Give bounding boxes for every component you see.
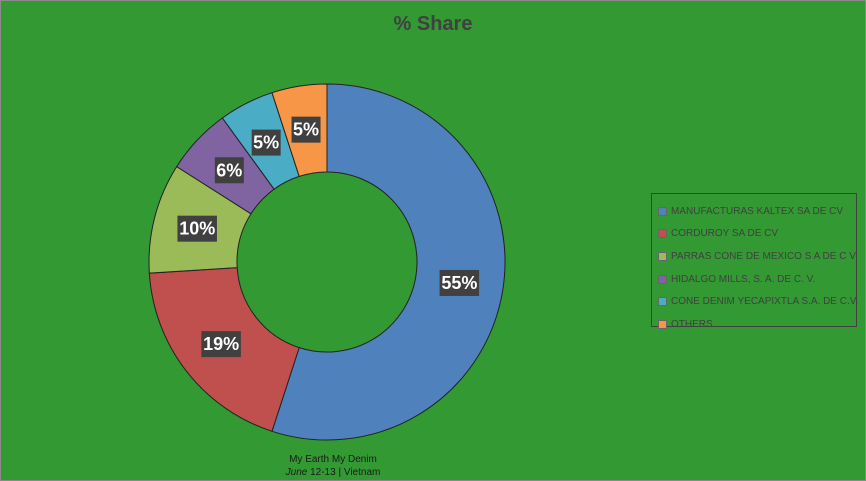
footer-location: 12-13 | Vietnam: [307, 467, 381, 478]
legend-swatch: [658, 251, 667, 261]
svg-text:55%: 55%: [441, 273, 477, 293]
footer-dateline: June 12-13 | Vietnam: [263, 466, 403, 479]
legend-swatch: [658, 274, 667, 284]
legend-label: HIDALGO MILLS, S. A. DE C. V.: [671, 273, 816, 285]
legend-item-manufacturas-kaltex-sa-de-cv: MANUFACTURAS KALTEX SA DE CV: [658, 200, 856, 223]
legend-item-parras-cone-de-mexico-s-a-de-c-v: PARRAS CONE DE MEXICO S A DE C V: [658, 245, 856, 268]
data-label-parras-cone-de-mexico-s-a-de-c-v: 10%: [177, 215, 217, 242]
legend-label: MANUFACTURAS KALTEX SA DE CV: [671, 205, 844, 217]
slice-manufacturas-kaltex-sa-de-cv: [271, 83, 506, 441]
legend-item-corduroy-sa-de-cv: CORDUROY SA DE CV: [658, 223, 856, 246]
data-label-manufacturas-kaltex-sa-de-cv: 55%: [439, 269, 480, 296]
legend-label: OTHERS: [671, 318, 713, 330]
svg-text:5%: 5%: [253, 133, 279, 153]
legend-item-hidalgo-mills-s-a-de-c-v: HIDALGO MILLS, S. A. DE C. V.: [658, 268, 856, 291]
footer-caption: My Earth My Denim June 12-13 | Vietnam: [263, 453, 403, 479]
chart-title: % Share: [393, 13, 473, 35]
legend-label: CONE DENIM YECAPIXTLA S.A. DE C.V.: [671, 296, 859, 308]
data-label-corduroy-sa-de-cv: 19%: [201, 331, 241, 358]
legend-swatch: [658, 319, 667, 329]
data-label-cone-denim-yecapixtla-s-a-de-c-v: 5%: [251, 129, 281, 156]
legend: MANUFACTURAS KALTEX SA DE CV CORDUROY SA …: [651, 193, 859, 330]
svg-text:19%: 19%: [203, 334, 239, 354]
legend-swatch: [658, 206, 667, 216]
legend-swatch: [658, 229, 667, 239]
legend-label: PARRAS CONE DE MEXICO S A DE C V: [671, 250, 856, 262]
svg-text:6%: 6%: [216, 160, 242, 180]
data-label-others: 5%: [291, 116, 321, 143]
svg-text:10%: 10%: [179, 219, 215, 239]
svg-text:5%: 5%: [293, 120, 319, 140]
footer-event: My Earth My Denim: [289, 454, 377, 465]
legend-label: CORDUROY SA DE CV: [671, 228, 779, 240]
data-label-hidalgo-mills-s-a-de-c-v: 6%: [214, 157, 244, 184]
legend-item-others: OTHERS: [658, 313, 856, 336]
legend-item-cone-denim-yecapixtla-s-a-de-c-v: CONE DENIM YECAPIXTLA S.A. DE C.V.: [658, 290, 859, 313]
footer-month: June: [285, 467, 308, 478]
legend-swatch: [658, 297, 667, 307]
